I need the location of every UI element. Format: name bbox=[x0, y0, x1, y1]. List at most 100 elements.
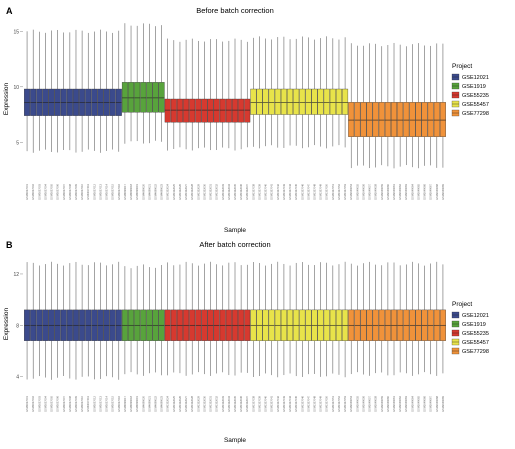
x-tick-label: GSM1337047 bbox=[306, 183, 310, 200]
x-tick-label: GSM2049061 bbox=[392, 395, 396, 412]
x-tick-label: GSM1332027 bbox=[184, 395, 188, 412]
x-tick-label: GSM2049065 bbox=[416, 395, 420, 412]
legend-label: GSE77298 bbox=[462, 349, 489, 355]
x-tick-label: GSM3037013 bbox=[98, 183, 102, 200]
x-tick-label: GSM2049059 bbox=[380, 183, 384, 200]
x-tick-label: GSM3037011 bbox=[86, 395, 90, 411]
box-gse55457 bbox=[335, 88, 342, 115]
x-tick-label: GSM1332024 bbox=[166, 395, 170, 412]
x-tick-label: GSM2049067 bbox=[429, 395, 433, 412]
box-gse55457 bbox=[262, 88, 269, 115]
box-gse77298 bbox=[391, 102, 398, 137]
x-tick-label: GSM2049063 bbox=[404, 395, 408, 412]
x-tick-label: GSM1337038 bbox=[251, 395, 255, 412]
x-tick-label: GSM4699021 bbox=[147, 183, 151, 200]
x-tick-label: GSM4699020 bbox=[141, 395, 145, 412]
x-tick-label: GSM3037006 bbox=[56, 395, 60, 412]
legend-label: GSE12021 bbox=[462, 313, 489, 319]
box-gse55235 bbox=[207, 98, 214, 123]
box-gse77298 bbox=[372, 102, 379, 137]
y-tick-label: 15 bbox=[13, 29, 19, 35]
box-gse55457 bbox=[287, 88, 294, 115]
x-tick-label: GSM1332035 bbox=[233, 395, 237, 412]
x-tick-label: GSM2049064 bbox=[410, 395, 414, 412]
x-tick-label: GSM1332030 bbox=[202, 395, 206, 412]
x-tick-label: GSM1332033 bbox=[221, 395, 225, 412]
x-tick-label: GSM1332031 bbox=[209, 183, 213, 200]
legend-label: GSE55235 bbox=[462, 331, 489, 337]
x-axis-label: Sample bbox=[224, 437, 246, 444]
panel-label: B bbox=[6, 240, 13, 250]
box-gse55235 bbox=[176, 98, 183, 123]
x-tick-label: GSM1337049 bbox=[319, 395, 323, 412]
x-tick-label: GSM1332029 bbox=[196, 395, 200, 412]
x-tick-label: GSM3037008 bbox=[68, 395, 72, 412]
x-tick-label: GSM1337047 bbox=[306, 395, 310, 412]
box-gse55235 bbox=[164, 98, 171, 123]
box-gse77298 bbox=[427, 102, 434, 137]
box-gse55235 bbox=[189, 98, 196, 123]
x-tick-label: GSM2049068 bbox=[435, 183, 439, 200]
x-tick-label: GSM3037005 bbox=[50, 183, 54, 200]
x-tick-label: GSM1337039 bbox=[257, 395, 261, 412]
x-tick-label: GSM2049056 bbox=[361, 395, 365, 412]
legend-label: GSE1919 bbox=[462, 84, 486, 90]
x-tick-label: GSM1337046 bbox=[300, 183, 304, 200]
x-tick-label: GSM2049065 bbox=[416, 183, 420, 200]
x-tick-label: GSM1337053 bbox=[343, 183, 347, 200]
legend-title: Project bbox=[452, 301, 472, 308]
x-tick-label: GSM3037009 bbox=[74, 183, 78, 200]
x-tick-label: GSM2049055 bbox=[355, 395, 359, 412]
x-tick-label: GSM1337039 bbox=[257, 183, 261, 200]
box-gse55235 bbox=[244, 98, 251, 123]
legend-label: GSE12021 bbox=[462, 75, 489, 81]
x-tick-label: GSM3037010 bbox=[80, 183, 84, 200]
y-tick-label: 10 bbox=[13, 85, 19, 91]
y-axis-label: Expression bbox=[3, 83, 10, 116]
y-tick-label: 5 bbox=[16, 140, 19, 146]
x-tick-label: GSM1337051 bbox=[331, 183, 335, 200]
panel-title: After batch correction bbox=[199, 240, 270, 249]
box-gse55235 bbox=[232, 98, 238, 123]
box-gse55235 bbox=[170, 98, 177, 123]
x-tick-label: GSM2049060 bbox=[386, 183, 390, 200]
box-gse77298 bbox=[403, 102, 410, 137]
x-tick-label: GSM2049059 bbox=[380, 395, 384, 412]
x-tick-label: GSM2049055 bbox=[355, 183, 359, 200]
x-tick-label: GSM1337051 bbox=[331, 395, 335, 412]
x-tick-label: GSM2049064 bbox=[410, 183, 414, 200]
legend-label: GSE77298 bbox=[462, 111, 489, 117]
box-gse1919 bbox=[134, 82, 141, 113]
box-gse55235 bbox=[195, 98, 202, 123]
box-gse1919 bbox=[121, 82, 128, 113]
x-tick-label: GSM1332027 bbox=[184, 183, 188, 200]
x-tick-label: GSM1337043 bbox=[282, 183, 286, 200]
x-tick-label: GSM3037004 bbox=[43, 395, 47, 412]
legend-title: Project bbox=[452, 63, 472, 70]
x-tick-label: GSM3037006 bbox=[56, 183, 60, 200]
x-tick-label: GSM4699023 bbox=[160, 183, 164, 200]
x-tick-label: GSM1337040 bbox=[264, 395, 268, 412]
x-tick-label: GSM1332037 bbox=[245, 395, 249, 412]
x-tick-label: GSM3037011 bbox=[86, 183, 90, 199]
x-tick-label: GSM4699020 bbox=[141, 183, 145, 200]
box-gse77298 bbox=[354, 102, 361, 137]
x-tick-label: GSM3037015 bbox=[111, 395, 115, 412]
x-tick-label: GSM3037007 bbox=[62, 183, 66, 200]
x-tick-label: GSM1332036 bbox=[239, 395, 243, 412]
x-tick-label: GSM2049069 bbox=[441, 183, 445, 200]
x-tick-label: GSM2049061 bbox=[392, 183, 396, 200]
y-tick-label: 12 bbox=[13, 272, 19, 278]
box-gse1919 bbox=[146, 82, 153, 113]
x-tick-label: GSM1337041 bbox=[270, 395, 274, 412]
box-gse77298 bbox=[360, 102, 367, 137]
x-tick-label: GSM1337050 bbox=[325, 395, 329, 412]
box-gse55457 bbox=[342, 88, 349, 115]
x-tick-label: GSM1337049 bbox=[319, 183, 323, 200]
panel-title: Before batch correction bbox=[196, 6, 274, 15]
box-gse55457 bbox=[305, 88, 312, 115]
legend-label: GSE55457 bbox=[462, 102, 489, 108]
x-tick-label: GSM4699018 bbox=[129, 183, 133, 200]
x-tick-label: GSM1332026 bbox=[178, 183, 182, 200]
box-gse55235 bbox=[183, 98, 190, 123]
